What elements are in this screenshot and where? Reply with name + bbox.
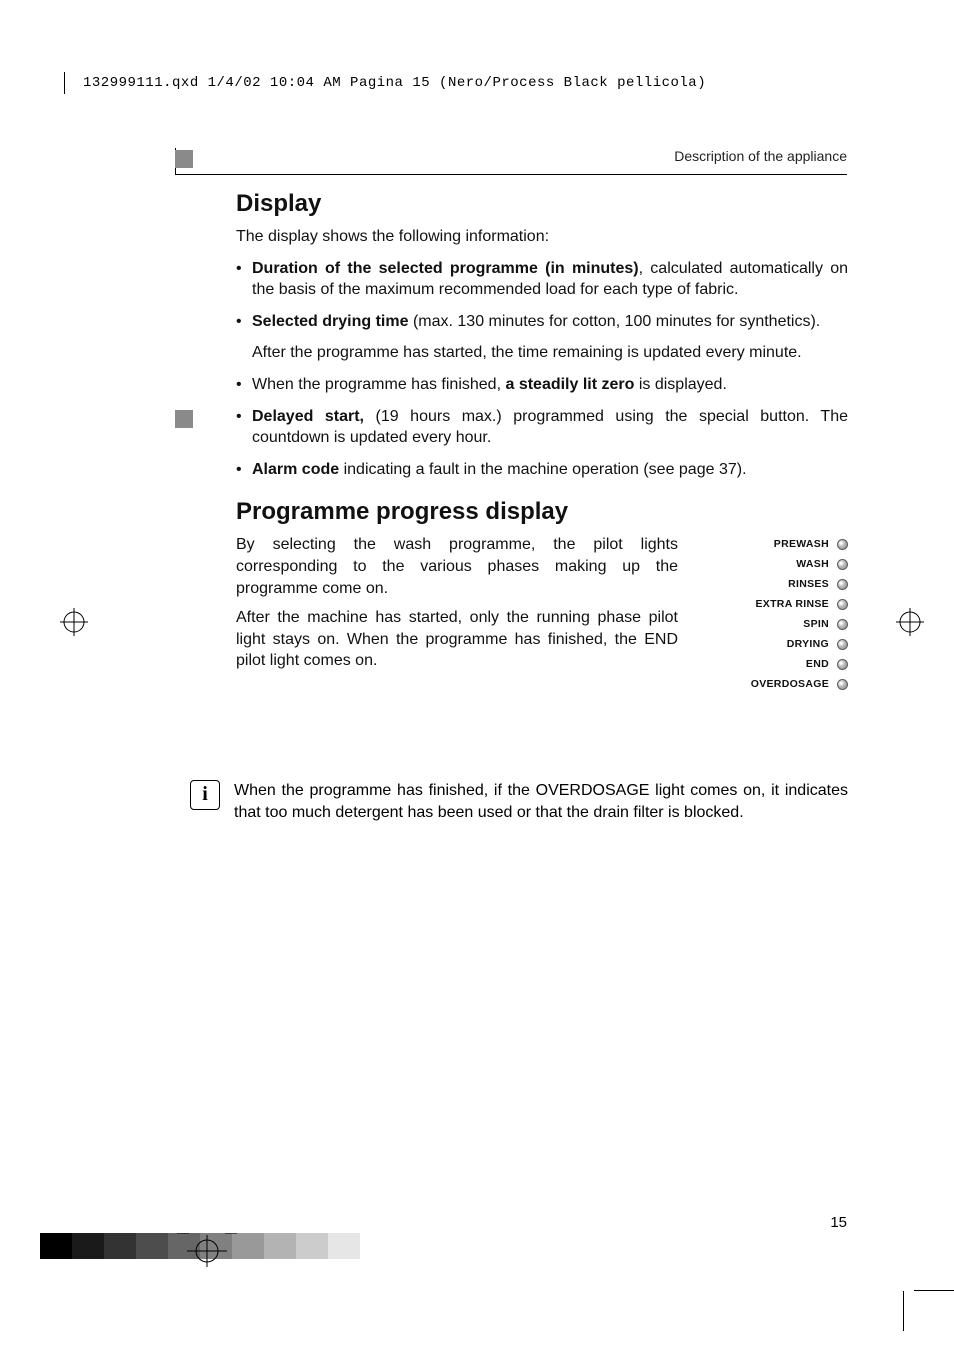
indicator-led-icon xyxy=(837,659,848,670)
info-note: i When the programme has finished, if th… xyxy=(190,780,848,823)
indicator-label: WASH xyxy=(796,558,829,570)
bullet-item: Delayed start, (19 hours max.) programme… xyxy=(236,406,848,449)
indicator-led-icon xyxy=(837,539,848,550)
crop-mark xyxy=(914,1290,954,1291)
indicator-led-icon xyxy=(837,599,848,610)
indicator-row: OVERDOSAGE xyxy=(698,674,848,694)
bullet-item: Duration of the selected programme (in m… xyxy=(236,258,848,301)
indicator-label: OVERDOSAGE xyxy=(751,678,829,690)
indicator-panel: PREWASH WASH RINSES EXTRA RINSE SPIN DRYING EN… xyxy=(698,534,848,694)
display-lead: The display shows the following informat… xyxy=(236,226,848,248)
prepress-line: 132999111.qxd 1/4/02 10:04 AM Pagina 15 … xyxy=(83,75,706,91)
bullet-item: Alarm code indicating a fault in the mac… xyxy=(236,459,848,481)
bullet-followup: After the programme has started, the tim… xyxy=(252,342,848,364)
heading-display: Display xyxy=(236,190,848,218)
prepress-header: 132999111.qxd 1/4/02 10:04 AM Pagina 15 … xyxy=(64,72,904,94)
indicator-led-icon xyxy=(837,679,848,690)
bullet-item: Selected drying time (max. 130 minutes f… xyxy=(236,311,848,333)
running-head: Description of the appliance xyxy=(515,148,847,164)
display-bullet-list: Duration of the selected programme (in m… xyxy=(236,258,848,481)
indicator-row: END xyxy=(698,654,848,674)
indicator-row: WASH xyxy=(698,554,848,574)
progress-para-2: After the machine has started, only the … xyxy=(236,607,678,672)
indicator-row: RINSES xyxy=(698,574,848,594)
registration-mark xyxy=(60,608,88,636)
progress-para-1: By selecting the wash programme, the pil… xyxy=(236,534,678,599)
progress-text: By selecting the wash programme, the pil… xyxy=(236,534,678,694)
indicator-row: SPIN xyxy=(698,614,848,634)
crop-mark xyxy=(903,1291,904,1331)
indicator-led-icon xyxy=(837,639,848,650)
swatch xyxy=(72,1233,104,1259)
swatch xyxy=(104,1233,136,1259)
rule-horizontal xyxy=(175,174,847,175)
bullet-item: When the programme has finished, a stead… xyxy=(236,374,848,396)
side-tab-marker xyxy=(175,410,193,428)
center-registration xyxy=(177,1233,777,1273)
info-icon: i xyxy=(190,780,220,810)
registration-mark xyxy=(896,608,924,636)
indicator-label: END xyxy=(806,658,829,670)
indicator-led-icon xyxy=(837,559,848,570)
indicator-row: PREWASH xyxy=(698,534,848,554)
indicator-label: PREWASH xyxy=(774,538,829,550)
page-number: 15 xyxy=(830,1214,847,1231)
indicator-label: DRYING xyxy=(787,638,829,650)
swatch xyxy=(136,1233,168,1259)
info-note-text: When the programme has finished, if the … xyxy=(234,780,848,823)
crop-mark xyxy=(64,72,65,94)
indicator-led-icon xyxy=(837,579,848,590)
indicator-row: DRYING xyxy=(698,634,848,654)
heading-progress: Programme progress display xyxy=(236,498,848,526)
swatch xyxy=(40,1233,72,1259)
indicator-label: EXTRA RINSE xyxy=(755,598,829,610)
indicator-led-icon xyxy=(837,619,848,630)
indicator-row: EXTRA RINSE xyxy=(698,594,848,614)
main-content: Display The display shows the following … xyxy=(236,190,848,694)
indicator-label: RINSES xyxy=(788,578,829,590)
indicator-label: SPIN xyxy=(803,618,829,630)
side-tab-marker xyxy=(175,150,193,168)
